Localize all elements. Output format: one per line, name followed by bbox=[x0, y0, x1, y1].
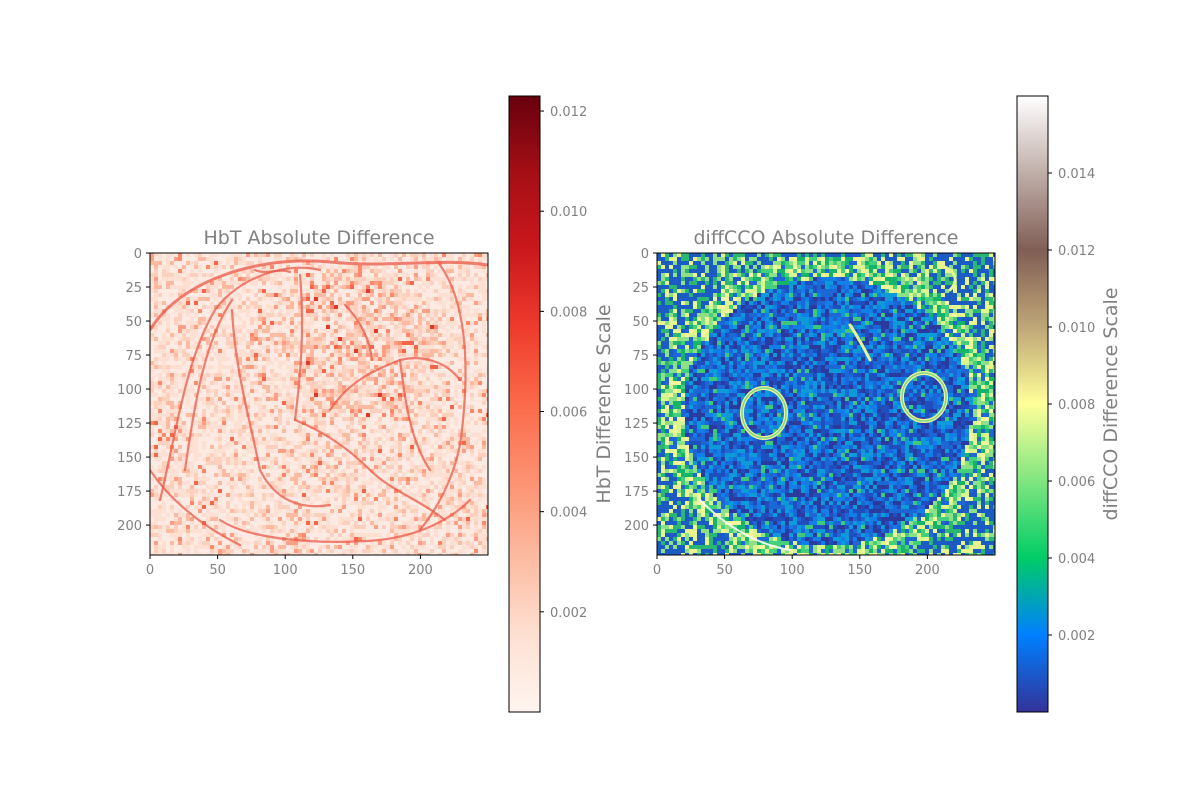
diffcco-colorbar-ticks: 0.002 0.004 0.006 0.008 0.010 0.012 0.014 bbox=[1048, 167, 1095, 644]
hbt-heatmap-image bbox=[150, 253, 488, 555]
hbt-x-tick-label: 0 bbox=[146, 563, 154, 578]
hbt-colorbar-tick-label: 0.006 bbox=[550, 406, 587, 421]
hbt-colorbar-tick-label: 0.010 bbox=[550, 205, 587, 220]
hbt-x-tick-label: 150 bbox=[340, 563, 365, 578]
diffcco-colorbar-tick-label: 0.002 bbox=[1058, 629, 1095, 644]
diffcco-colorbar-tick-label: 0.006 bbox=[1058, 475, 1095, 490]
diffcco-x-tick-label: 150 bbox=[847, 563, 872, 578]
hbt-chart-title: HbT Absolute Difference bbox=[203, 227, 434, 249]
diffcco-x-axis: 0 50 100 150 200 bbox=[653, 555, 940, 578]
diffcco-x-tick-label: 50 bbox=[716, 563, 733, 578]
diffcco-y-tick-label: 100 bbox=[624, 383, 649, 398]
hbt-colorbar: 0.002 0.004 0.006 0.008 0.010 0.012 HbT Diffe… bbox=[508, 95, 615, 713]
hbt-y-tick-label: 175 bbox=[117, 485, 142, 500]
hbt-y-tick-label: 125 bbox=[117, 417, 142, 432]
diffcco-y-tick-label: 50 bbox=[632, 315, 649, 330]
diffcco-y-tick-label: 175 bbox=[624, 485, 649, 500]
hbt-colorbar-ticks: 0.002 0.004 0.006 0.008 0.010 0.012 bbox=[540, 105, 587, 621]
hbt-y-tick-label: 25 bbox=[125, 281, 142, 296]
diffcco-y-tick-label: 25 bbox=[632, 281, 649, 296]
diffcco-y-tick-label: 0 bbox=[641, 247, 649, 262]
hbt-x-tick-label: 200 bbox=[408, 563, 433, 578]
diffcco-y-axis: 0 25 50 75 100 125 150 175 200 bbox=[624, 247, 657, 534]
diffcco-colorbar-tick-label: 0.014 bbox=[1058, 167, 1095, 182]
hbt-heatmap-panel: HbT Absolute Difference 0 50 100 150 200 0 25… bbox=[117, 227, 489, 578]
diffcco-colorbar-tick-label: 0.010 bbox=[1058, 321, 1095, 336]
diffcco-y-tick-label: 75 bbox=[632, 349, 649, 364]
hbt-colorbar-gradient bbox=[508, 95, 541, 713]
diffcco-y-tick-label: 125 bbox=[624, 417, 649, 432]
hbt-colorbar-tick-label: 0.004 bbox=[550, 506, 587, 521]
diffcco-chart-title: diffCCO Absolute Difference bbox=[694, 227, 959, 249]
hbt-y-tick-label: 0 bbox=[134, 247, 142, 262]
diffcco-colorbar: 0.002 0.004 0.006 0.008 0.010 0.012 0.014 diff… bbox=[1016, 95, 1122, 713]
hbt-y-tick-label: 50 bbox=[125, 315, 142, 330]
hbt-y-tick-label: 75 bbox=[125, 349, 142, 364]
diffcco-colorbar-label: diffCCO Difference Scale bbox=[1100, 287, 1122, 520]
hbt-y-tick-label: 100 bbox=[117, 383, 142, 398]
diffcco-y-tick-label: 150 bbox=[624, 451, 649, 466]
diffcco-x-tick-label: 100 bbox=[780, 563, 805, 578]
diffcco-heatmap-image bbox=[657, 253, 995, 555]
hbt-x-tick-label: 50 bbox=[209, 563, 226, 578]
hbt-x-axis: 0 50 100 150 200 bbox=[146, 555, 433, 578]
hbt-colorbar-tick-label: 0.012 bbox=[550, 105, 587, 120]
hbt-colorbar-tick-label: 0.008 bbox=[550, 305, 587, 320]
hbt-x-tick-label: 100 bbox=[273, 563, 298, 578]
hbt-colorbar-tick-label: 0.002 bbox=[550, 606, 587, 621]
diffcco-plot-frame bbox=[656, 252, 996, 556]
diffcco-colorbar-tick-label: 0.012 bbox=[1058, 244, 1095, 259]
diffcco-x-tick-label: 200 bbox=[915, 563, 940, 578]
diffcco-x-tick-label: 0 bbox=[653, 563, 661, 578]
hbt-y-axis: 0 25 50 75 100 125 150 175 200 bbox=[117, 247, 150, 534]
diffcco-colorbar-gradient bbox=[1016, 95, 1049, 713]
diffcco-colorbar-tick-label: 0.008 bbox=[1058, 398, 1095, 413]
diffcco-heatmap-panel: diffCCO Absolute Difference 0 50 100 150 200… bbox=[624, 227, 996, 578]
hbt-y-tick-label: 150 bbox=[117, 451, 142, 466]
diffcco-y-tick-label: 200 bbox=[624, 519, 649, 534]
hbt-y-tick-label: 200 bbox=[117, 519, 142, 534]
hbt-plot-frame bbox=[149, 252, 489, 556]
diffcco-colorbar-tick-label: 0.004 bbox=[1058, 552, 1095, 567]
hbt-colorbar-label: HbT Difference Scale bbox=[593, 304, 615, 503]
